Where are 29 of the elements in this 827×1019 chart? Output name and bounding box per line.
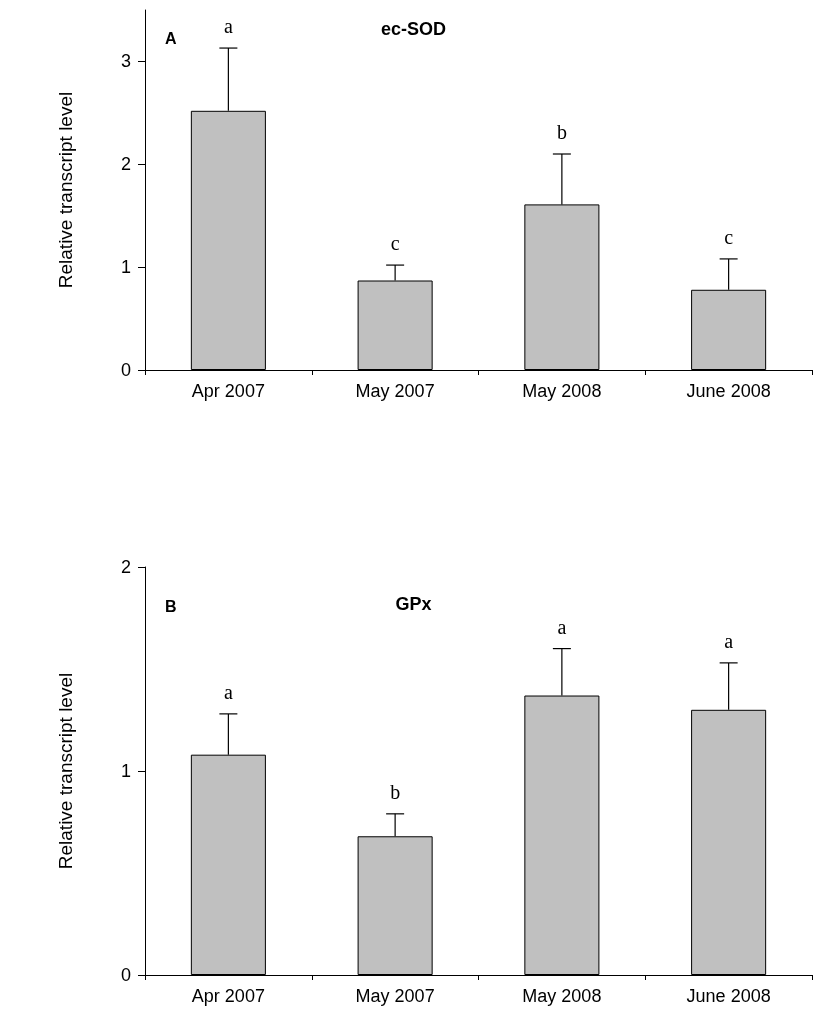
x-tick-label: May 2007 [355,381,435,401]
annotation: c [724,225,734,248]
annotation: a [724,629,734,652]
x-tick-label: June 2008 [686,986,771,1006]
x-tick-label: Apr 2007 [191,381,265,401]
text: GPx [395,594,432,614]
annotation: a [223,680,233,703]
annotation: c [390,232,400,255]
text: ec-SOD [380,19,447,39]
y-tick-label: 1 [120,257,131,278]
annotation: B [165,597,177,615]
annotation: b [556,121,567,143]
annotation: a [223,15,233,38]
annotation: a [557,615,567,638]
x-tick-label: May 2008 [522,381,602,401]
x-tick-label: May 2008 [522,986,602,1006]
y-tick-label: 1 [120,761,131,781]
y-tick-label: 0 [120,965,131,985]
annotation: b [390,780,401,803]
x-tick-label: June 2008 [686,381,771,401]
y-tick-label: 2 [120,154,131,175]
y-axis-title: Relative transcript level [55,91,76,289]
annotation: A [165,29,177,47]
x-tick-label: Apr 2007 [191,986,265,1006]
y-tick-label: 0 [120,360,131,380]
y-tick-label: 2 [120,557,131,577]
x-tick-label: May 2007 [355,986,435,1006]
y-tick-label: 3 [120,51,131,72]
y-axis-title: Relative transcript level [55,672,76,870]
